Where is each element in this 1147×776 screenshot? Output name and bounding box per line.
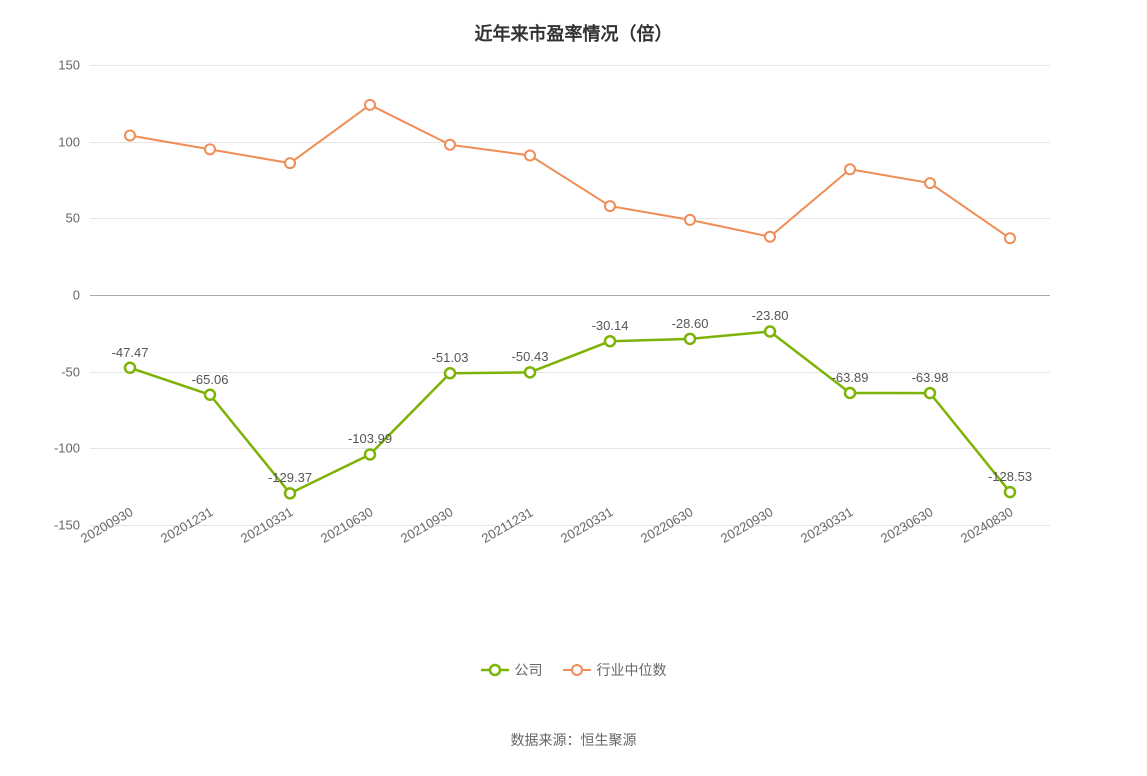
data-label-company: -129.37 [268, 470, 312, 485]
ytick-label: -100 [54, 441, 90, 456]
legend-marker-industry_median [563, 663, 591, 677]
series-marker-company [845, 388, 855, 398]
legend: 公司 行业中位数 [0, 660, 1147, 682]
ytick-label: -50 [61, 364, 90, 379]
ytick-label: 150 [58, 58, 90, 73]
series-marker-industry_median [205, 144, 215, 154]
series-marker-company [605, 336, 615, 346]
legend-marker-company [481, 663, 509, 677]
series-marker-industry_median [365, 100, 375, 110]
data-label-company: -63.98 [912, 370, 949, 385]
series-marker-company [1005, 487, 1015, 497]
data-label-company: -28.60 [672, 316, 709, 331]
series-marker-company [365, 449, 375, 459]
plot-area: -150-100-5005010015020200930202012312021… [90, 65, 1050, 525]
data-label-company: -63.89 [832, 370, 869, 385]
data-label-company: -51.03 [432, 350, 469, 365]
series-marker-company [765, 326, 775, 336]
data-label-company: -30.14 [592, 318, 629, 333]
ytick-label: 50 [66, 211, 90, 226]
series-marker-industry_median [685, 215, 695, 225]
series-marker-industry_median [605, 201, 615, 211]
series-marker-industry_median [1005, 233, 1015, 243]
series-marker-industry_median [845, 164, 855, 174]
chart-title: 近年来市盈率情况（倍） [0, 20, 1147, 46]
series-marker-industry_median [125, 131, 135, 141]
ytick-label: 100 [58, 134, 90, 149]
series-marker-company [685, 334, 695, 344]
legend-label-company: 公司 [515, 660, 543, 680]
data-label-company: -47.47 [112, 345, 149, 360]
data-label-company: -23.80 [752, 308, 789, 323]
data-label-company: -65.06 [192, 372, 229, 387]
ytick-label: 0 [73, 288, 90, 303]
legend-item-industry_median[interactable]: 行业中位数 [563, 660, 667, 680]
series-marker-industry_median [925, 178, 935, 188]
series-marker-company [205, 390, 215, 400]
series-marker-industry_median [285, 158, 295, 168]
chart-svg [90, 65, 1050, 525]
series-marker-industry_median [765, 232, 775, 242]
series-marker-industry_median [525, 150, 535, 160]
series-marker-industry_median [445, 140, 455, 150]
series-marker-company [285, 488, 295, 498]
legend-item-company[interactable]: 公司 [481, 660, 543, 680]
legend-label-industry_median: 行业中位数 [597, 660, 667, 680]
data-label-company: -103.99 [348, 431, 392, 446]
series-line-company [130, 331, 1010, 493]
series-marker-company [925, 388, 935, 398]
series-marker-company [445, 368, 455, 378]
data-label-company: -50.43 [512, 349, 549, 364]
series-marker-company [525, 367, 535, 377]
series-marker-company [125, 363, 135, 373]
data-label-company: -128.53 [988, 469, 1032, 484]
pe-ratio-chart: 近年来市盈率情况（倍） -150-100-5005010015020200930… [0, 0, 1147, 776]
source-note: 数据来源：恒生聚源 [0, 730, 1147, 750]
series-line-industry_median [130, 105, 1010, 238]
